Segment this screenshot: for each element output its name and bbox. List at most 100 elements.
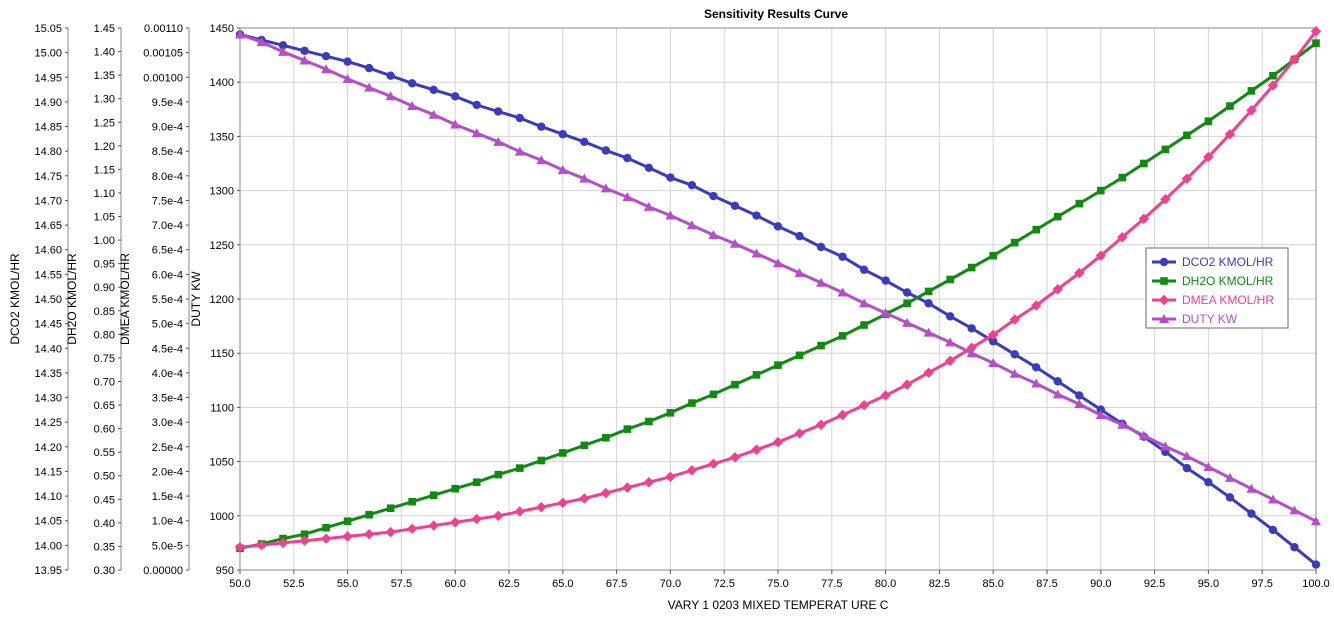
x-tick-label: 67.5	[606, 578, 627, 590]
y-tick-label-dco2: 14.70	[34, 195, 62, 207]
data-point	[1289, 505, 1300, 515]
y-tick-label-dmea: 4.5e-4	[152, 343, 183, 355]
data-point	[1010, 350, 1019, 359]
data-point	[601, 146, 611, 155]
data-point	[1247, 87, 1256, 95]
data-point	[1267, 80, 1279, 91]
data-point	[451, 92, 460, 101]
data-point	[924, 299, 933, 308]
x-tick-label: 97.5	[1251, 578, 1272, 590]
data-point	[622, 482, 633, 493]
x-tick-label: 65.0	[552, 578, 573, 590]
data-point	[579, 493, 590, 504]
data-point	[665, 471, 676, 482]
data-point	[687, 180, 697, 190]
data-point	[923, 367, 934, 378]
y-tick-label-dco2: 14.15	[34, 466, 62, 478]
y-tick-label-dco2: 14.85	[34, 122, 62, 134]
y-tick-label-dh2o: 0.80	[94, 329, 115, 341]
data-point	[385, 91, 396, 101]
data-point	[729, 238, 740, 248]
y-tick-label-duty: 1050	[210, 457, 234, 469]
x-tick-label: 57.5	[391, 578, 412, 590]
y-tick-label-dh2o: 1.45	[94, 23, 115, 35]
y-tick-label-dco2: 14.05	[34, 516, 62, 528]
legend-item: DCO2 KMOL/HR	[1152, 255, 1274, 269]
data-point	[751, 248, 762, 258]
data-point	[1289, 54, 1300, 65]
y-axis-label-dmea: DMEA KMOL/HR	[118, 253, 132, 345]
data-point	[365, 510, 373, 519]
data-point	[1138, 213, 1150, 224]
data-point	[1138, 430, 1149, 440]
data-point	[557, 165, 568, 175]
data-point	[1096, 405, 1106, 414]
data-point	[988, 357, 999, 367]
data-point	[322, 523, 330, 532]
data-point	[1118, 173, 1127, 182]
y-tick-label-duty: 1250	[210, 240, 234, 252]
y-tick-label-dmea: 3.0e-4	[152, 417, 183, 429]
data-point	[428, 109, 439, 119]
data-point	[1181, 451, 1192, 461]
data-point	[493, 136, 504, 146]
data-point	[321, 64, 332, 74]
data-point	[234, 542, 246, 553]
data-point	[1246, 483, 1257, 493]
data-point	[580, 137, 589, 147]
data-point	[514, 146, 525, 156]
data-point	[815, 419, 827, 430]
y-tick-label-dmea: 8.5e-4	[152, 146, 183, 158]
data-point	[602, 433, 610, 442]
y-tick-label-duty: 1200	[210, 294, 234, 306]
data-point	[966, 348, 977, 358]
data-point	[1032, 225, 1041, 234]
data-point	[321, 51, 331, 61]
data-point	[751, 444, 762, 455]
data-point	[881, 276, 890, 285]
data-point	[1269, 71, 1277, 80]
y-tick-label-dmea: 9.0e-4	[152, 122, 183, 134]
y-tick-label-dmea: 2.5e-4	[152, 442, 183, 454]
y-tick-label-dmea: 0.00110	[144, 23, 183, 35]
y-tick-label-dh2o: 0.50	[94, 471, 115, 483]
y-tick-label-dmea: 9.5e-4	[152, 97, 183, 109]
x-tick-label: 50.0	[229, 578, 250, 590]
data-point	[386, 71, 395, 80]
y-axis-label-duty: DUTY KW	[189, 271, 203, 327]
legend: DCO2 KMOL/HR DH2O KMOL/HR DMEA KMOL/HR DUTY…	[1145, 247, 1289, 329]
y-tick-label-dh2o: 0.65	[94, 400, 115, 412]
y-tick-label-dco2: 14.30	[34, 393, 62, 405]
data-point	[471, 128, 482, 138]
series-dmea	[234, 26, 1322, 553]
y-tick-label-dh2o: 1.20	[94, 141, 115, 153]
data-point	[1117, 232, 1128, 243]
data-point	[1268, 525, 1278, 535]
legend-marker	[1159, 314, 1169, 323]
data-point	[924, 287, 933, 296]
data-point	[579, 173, 590, 183]
x-tick-label: 62.5	[498, 578, 519, 590]
data-point	[666, 173, 675, 182]
data-point	[923, 327, 934, 337]
y-tick-label-dco2: 14.60	[34, 245, 62, 257]
data-point	[557, 497, 568, 508]
data-point	[1052, 389, 1063, 399]
data-point	[256, 539, 267, 551]
x-tick-label: 70.0	[660, 578, 681, 590]
data-point	[385, 526, 396, 538]
data-point	[300, 530, 309, 539]
data-point	[1311, 560, 1321, 569]
data-point	[1031, 378, 1042, 388]
legend-marker	[1159, 257, 1169, 267]
x-tick-label: 77.5	[821, 578, 842, 590]
y-tick-label-dco2: 14.35	[34, 368, 62, 380]
data-point	[494, 107, 503, 116]
y-tick-label-dmea: 7.5e-4	[152, 195, 183, 207]
data-point	[752, 211, 761, 220]
series-layer	[234, 26, 1322, 569]
data-point	[880, 308, 891, 318]
chart-title: Sensitivity Results Curve	[704, 7, 848, 21]
y-tick-label-dco2: 14.10	[34, 491, 62, 503]
data-point	[1074, 399, 1085, 409]
